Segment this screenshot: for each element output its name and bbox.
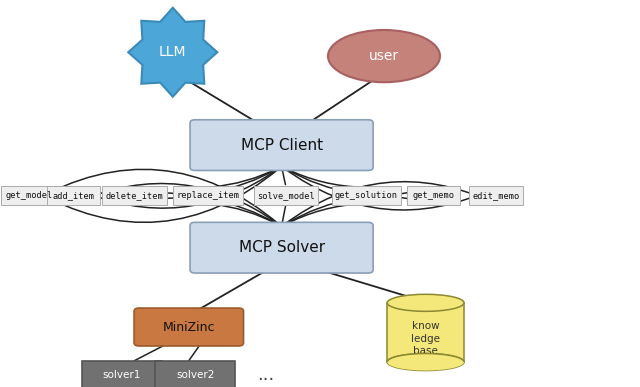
FancyArrowPatch shape xyxy=(284,168,493,210)
FancyBboxPatch shape xyxy=(254,186,318,205)
Text: MCP Solver: MCP Solver xyxy=(239,240,324,255)
FancyArrowPatch shape xyxy=(76,168,279,208)
Text: get_solution: get_solution xyxy=(335,191,397,200)
FancyArrowPatch shape xyxy=(76,183,280,225)
FancyArrowPatch shape xyxy=(284,204,364,225)
FancyArrowPatch shape xyxy=(137,198,279,225)
FancyBboxPatch shape xyxy=(173,186,243,205)
Text: LLM: LLM xyxy=(159,45,186,59)
Polygon shape xyxy=(387,303,464,362)
Polygon shape xyxy=(128,8,218,97)
Text: delete_item: delete_item xyxy=(106,191,163,200)
FancyArrowPatch shape xyxy=(137,168,279,194)
Text: ...: ... xyxy=(257,366,274,384)
FancyBboxPatch shape xyxy=(47,186,100,205)
FancyArrowPatch shape xyxy=(31,170,280,224)
FancyBboxPatch shape xyxy=(408,186,461,205)
FancyArrowPatch shape xyxy=(284,197,431,225)
Ellipse shape xyxy=(387,354,464,371)
FancyBboxPatch shape xyxy=(190,120,373,170)
Text: user: user xyxy=(369,49,399,63)
Ellipse shape xyxy=(387,294,464,311)
FancyArrowPatch shape xyxy=(31,168,280,223)
Text: MCP Client: MCP Client xyxy=(241,138,323,152)
FancyArrowPatch shape xyxy=(211,204,279,225)
Text: edit_memo: edit_memo xyxy=(472,191,520,200)
Text: know
ledge
base: know ledge base xyxy=(411,321,440,356)
Text: MiniZinc: MiniZinc xyxy=(163,320,215,334)
Text: solve_model: solve_model xyxy=(257,191,315,200)
Ellipse shape xyxy=(328,30,440,82)
FancyBboxPatch shape xyxy=(190,222,373,273)
FancyArrowPatch shape xyxy=(211,168,279,187)
FancyArrowPatch shape xyxy=(282,206,285,224)
FancyArrowPatch shape xyxy=(284,168,364,187)
Text: solver1: solver1 xyxy=(102,370,141,380)
Text: get_memo: get_memo xyxy=(413,191,455,200)
Text: replace_item: replace_item xyxy=(177,191,239,200)
FancyBboxPatch shape xyxy=(102,186,166,205)
Text: solver2: solver2 xyxy=(176,370,214,380)
FancyArrowPatch shape xyxy=(282,169,285,185)
FancyBboxPatch shape xyxy=(134,308,243,346)
FancyArrowPatch shape xyxy=(284,182,493,225)
Text: add_item: add_item xyxy=(52,191,95,200)
FancyBboxPatch shape xyxy=(82,361,161,387)
FancyBboxPatch shape xyxy=(332,186,401,205)
FancyArrowPatch shape xyxy=(284,168,431,195)
FancyBboxPatch shape xyxy=(155,361,236,387)
Ellipse shape xyxy=(387,354,464,371)
FancyBboxPatch shape xyxy=(1,186,56,205)
FancyBboxPatch shape xyxy=(468,186,524,205)
Text: get_model: get_model xyxy=(5,191,52,200)
